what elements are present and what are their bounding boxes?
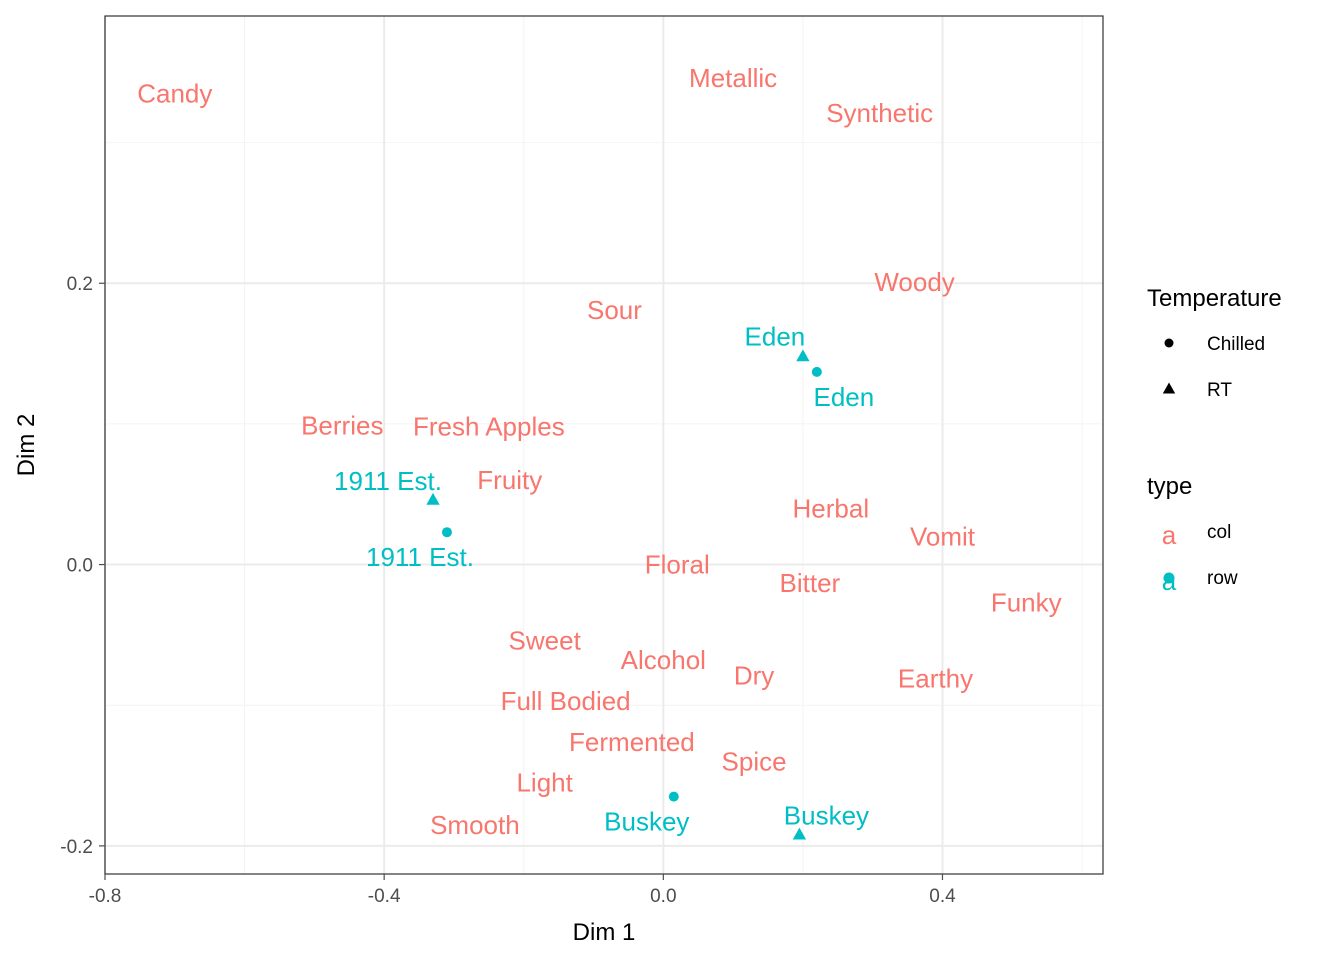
col-label: Bitter bbox=[780, 568, 841, 598]
col-label: Vomit bbox=[910, 521, 976, 551]
legend-key-point bbox=[1163, 572, 1175, 584]
y-tick-label: 0.0 bbox=[67, 556, 93, 577]
panel-border bbox=[104, 15, 1104, 875]
x-tick-label: 0.4 bbox=[929, 886, 956, 907]
col-label: Woody bbox=[874, 267, 954, 297]
axes: -0.8 -0.4 0.0 0.4 -0.2 0.0 0.2 Dim 1 Dim 2 bbox=[13, 274, 956, 946]
col-label: Funky bbox=[991, 588, 1062, 618]
legend-title: Temperature bbox=[1147, 285, 1282, 312]
legend: Temperature Chilled RT type a col a row bbox=[1147, 285, 1282, 596]
col-label: Metallic bbox=[689, 63, 777, 93]
x-tick-label: -0.4 bbox=[368, 886, 401, 907]
legend-title: type bbox=[1147, 473, 1192, 500]
y-tick-label: -0.2 bbox=[60, 837, 93, 858]
x-tick-label: -0.8 bbox=[89, 886, 122, 907]
legend-key-glyph: a bbox=[1162, 566, 1177, 596]
legend-entry-label: Chilled bbox=[1207, 334, 1265, 355]
legend-key-circle bbox=[1164, 338, 1174, 348]
y-axis-title: Dim 2 bbox=[13, 414, 40, 477]
col-label: Floral bbox=[645, 550, 710, 580]
row-label: Buskey bbox=[784, 801, 869, 831]
plot-marks: Candy Metallic Synthetic Woody Sour Berries Fr… bbox=[137, 63, 1061, 840]
col-label: Fruity bbox=[477, 465, 542, 495]
row-label: Buskey bbox=[604, 807, 689, 837]
row-point-rt bbox=[796, 349, 810, 362]
col-label: Berries bbox=[301, 410, 383, 440]
y-tick-label: 0.2 bbox=[67, 274, 93, 295]
col-label: Light bbox=[516, 768, 573, 798]
legend-key-triangle bbox=[1162, 382, 1176, 394]
legend-entry-label: row bbox=[1207, 568, 1238, 589]
legend-entry-label: col bbox=[1207, 522, 1231, 543]
row-point-rt bbox=[792, 827, 807, 840]
row-label: 1911 Est. bbox=[334, 466, 442, 496]
col-label: Spice bbox=[722, 746, 787, 776]
col-label: Candy bbox=[137, 78, 212, 108]
col-label: Alcohol bbox=[621, 645, 706, 675]
row-label: 1911 Est. bbox=[366, 542, 474, 572]
col-label: Full Bodied bbox=[501, 686, 631, 716]
row-label: Eden bbox=[745, 321, 806, 351]
col-label: Sweet bbox=[509, 626, 582, 656]
col-label: Fermented bbox=[569, 727, 695, 757]
legend-entry-label: RT bbox=[1207, 380, 1232, 401]
row-point-rt bbox=[426, 492, 440, 505]
row-point-chilled bbox=[668, 791, 679, 802]
col-label: Herbal bbox=[793, 493, 870, 523]
col-label: Dry bbox=[734, 661, 774, 691]
col-label: Earthy bbox=[898, 663, 973, 693]
row-point-chilled bbox=[811, 366, 822, 377]
row-label: Eden bbox=[813, 382, 874, 412]
x-axis-title: Dim 1 bbox=[573, 919, 636, 946]
col-label: Smooth bbox=[430, 810, 520, 840]
col-label: Fresh Apples bbox=[413, 412, 565, 442]
legend-key-glyph: a bbox=[1162, 520, 1177, 550]
col-label: Synthetic bbox=[826, 98, 933, 128]
row-point-chilled bbox=[441, 527, 452, 538]
col-label: Sour bbox=[587, 295, 642, 325]
x-tick-label: 0.0 bbox=[650, 886, 676, 907]
